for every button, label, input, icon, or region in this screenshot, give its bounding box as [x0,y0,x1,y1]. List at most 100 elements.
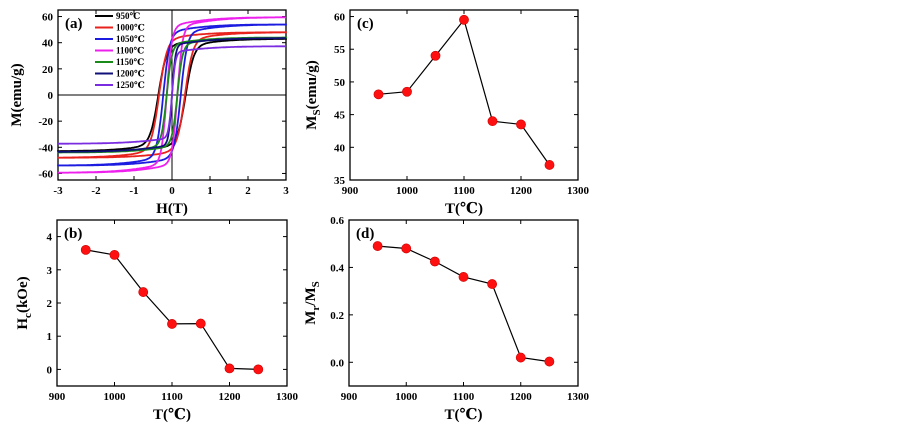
data-point [138,287,149,297]
y-axis-label: MS(emu/g) [304,60,323,129]
panel-label: (c) [357,16,374,32]
data-point [459,14,469,25]
x-tick-label: 1200 [510,185,533,197]
x-axis-label: H(T) [156,201,188,217]
x-tick-label: 900 [49,391,66,403]
x-tick-label: 900 [342,185,359,197]
data-point [429,256,440,267]
data-point [80,244,91,255]
y-tick-label: 20 [42,64,54,76]
x-axis-label: T(℃) [153,407,191,423]
hysteresis-loop-2 [57,23,287,167]
legend-entry: 1200℃ [116,69,145,79]
hysteresis-loop-3 [57,16,287,174]
x-tick-label: 1000 [396,185,419,197]
x-tick-label: 3 [283,185,289,197]
y-tick-label: 1 [47,331,53,343]
x-tick-label: 1200 [510,391,533,403]
data-point [224,363,235,374]
axes-frame [56,219,288,387]
x-tick-label: 1300 [276,391,299,403]
y-axis-label: Hc(kOe) [15,276,34,329]
legend-entry: 1000℃ [116,23,145,33]
data-point [195,318,206,329]
y-tick-label: 0.2 [330,310,344,322]
y-tick-label: 60 [334,12,346,24]
panel-d: 900 1000 1100 1200 1300 0.0 0.2 0.4 0.6 T(℃) (d) [330,215,589,423]
data-point [515,352,526,363]
data-point [402,86,412,97]
x-tick-label: 900 [341,391,358,403]
y-axis-label: M(emu/g) [9,63,25,126]
y-tick-label: 0.4 [330,262,344,274]
y-tick-label: 2 [47,298,53,310]
data-point [109,249,120,260]
x-tick-label: 1100 [453,391,475,403]
y-tick-label: -60 [38,168,53,180]
y-tick-label: 55 [334,44,346,56]
y-label-main: M [304,116,320,130]
x-tick-label: 1 [207,185,213,197]
y-tick-label: 0.0 [330,357,344,369]
y-label-sub: c [22,313,34,318]
series-line [377,245,550,363]
y-tick-label: 40 [334,142,346,154]
y-label-sub2: S [310,281,322,287]
data-point [430,50,441,61]
hysteresis-loop-5 [58,37,286,153]
y-label-mid: /M [303,287,319,306]
legend-entry: 1250℃ [116,80,145,90]
panel-label: (d) [356,226,374,242]
x-tick-label: -2 [91,185,101,197]
x-tick-label: 1100 [453,185,475,197]
legend-entry: 1100℃ [116,46,145,56]
x-tick-label: 1100 [161,391,183,403]
panel-label: (b) [64,226,82,242]
data-point [372,241,383,251]
hysteresis-loop-6 [58,45,286,145]
x-tick-label: 0 [169,185,175,197]
y-axis-label: Mr/MS [303,281,322,325]
y-tick-label: 0.6 [330,215,344,227]
y-label-main: M [303,311,319,325]
y-tick-label: 45 [334,110,346,122]
y-label-sub: r [310,306,322,311]
x-tick-label: 1300 [567,185,590,197]
x-tick-label: 1200 [219,391,242,403]
data-point [401,243,412,254]
x-tick-label: 1000 [104,391,127,403]
panel-label: (a) [65,16,83,32]
legend-entry: 1050℃ [116,34,145,44]
x-tick-label: 1000 [395,391,418,403]
data-point [544,160,555,170]
x-tick-label: -3 [53,185,63,197]
data-point [516,119,526,130]
y-tick-label: -40 [38,142,53,154]
y-label-tail: (kOe) [15,276,31,313]
y-tick-label: 40 [42,38,54,50]
panel-b: 900 1000 1100 1200 1300 0 1 2 3 4 T(℃) (b) [47,219,299,423]
data-point [373,89,384,100]
y-label-sub: S [311,109,323,115]
data-point [253,364,264,375]
data-point [458,272,469,282]
data-point [167,319,177,329]
y-label-main: H [15,318,31,330]
hysteresis-loop-1 [57,31,287,159]
series-line [85,249,259,370]
panel-c: 900 1000 1100 1200 1300 35 40 45 50 55 60 T(℃) (c) [334,9,590,217]
y-tick-label: 60 [42,12,54,24]
y-tick-label: 35 [334,175,346,187]
x-tick-label: 1300 [567,391,590,403]
y-tick-label: 3 [47,265,53,277]
legend-entry: 950℃ [116,11,141,21]
x-axis-label: T(℃) [445,407,483,423]
panel-a: -3 -2 -1 0 1 2 3 -60 -40 -20 0 20 40 60 H(T) (a) 950℃ 100… [38,9,289,217]
y-tick-label: 50 [334,77,346,89]
y-tick-label: -20 [38,116,53,128]
data-point [544,356,555,367]
x-axis-label: T(℃) [445,201,483,217]
data-point [487,116,498,127]
y-label-tail: (emu/g) [304,60,320,109]
